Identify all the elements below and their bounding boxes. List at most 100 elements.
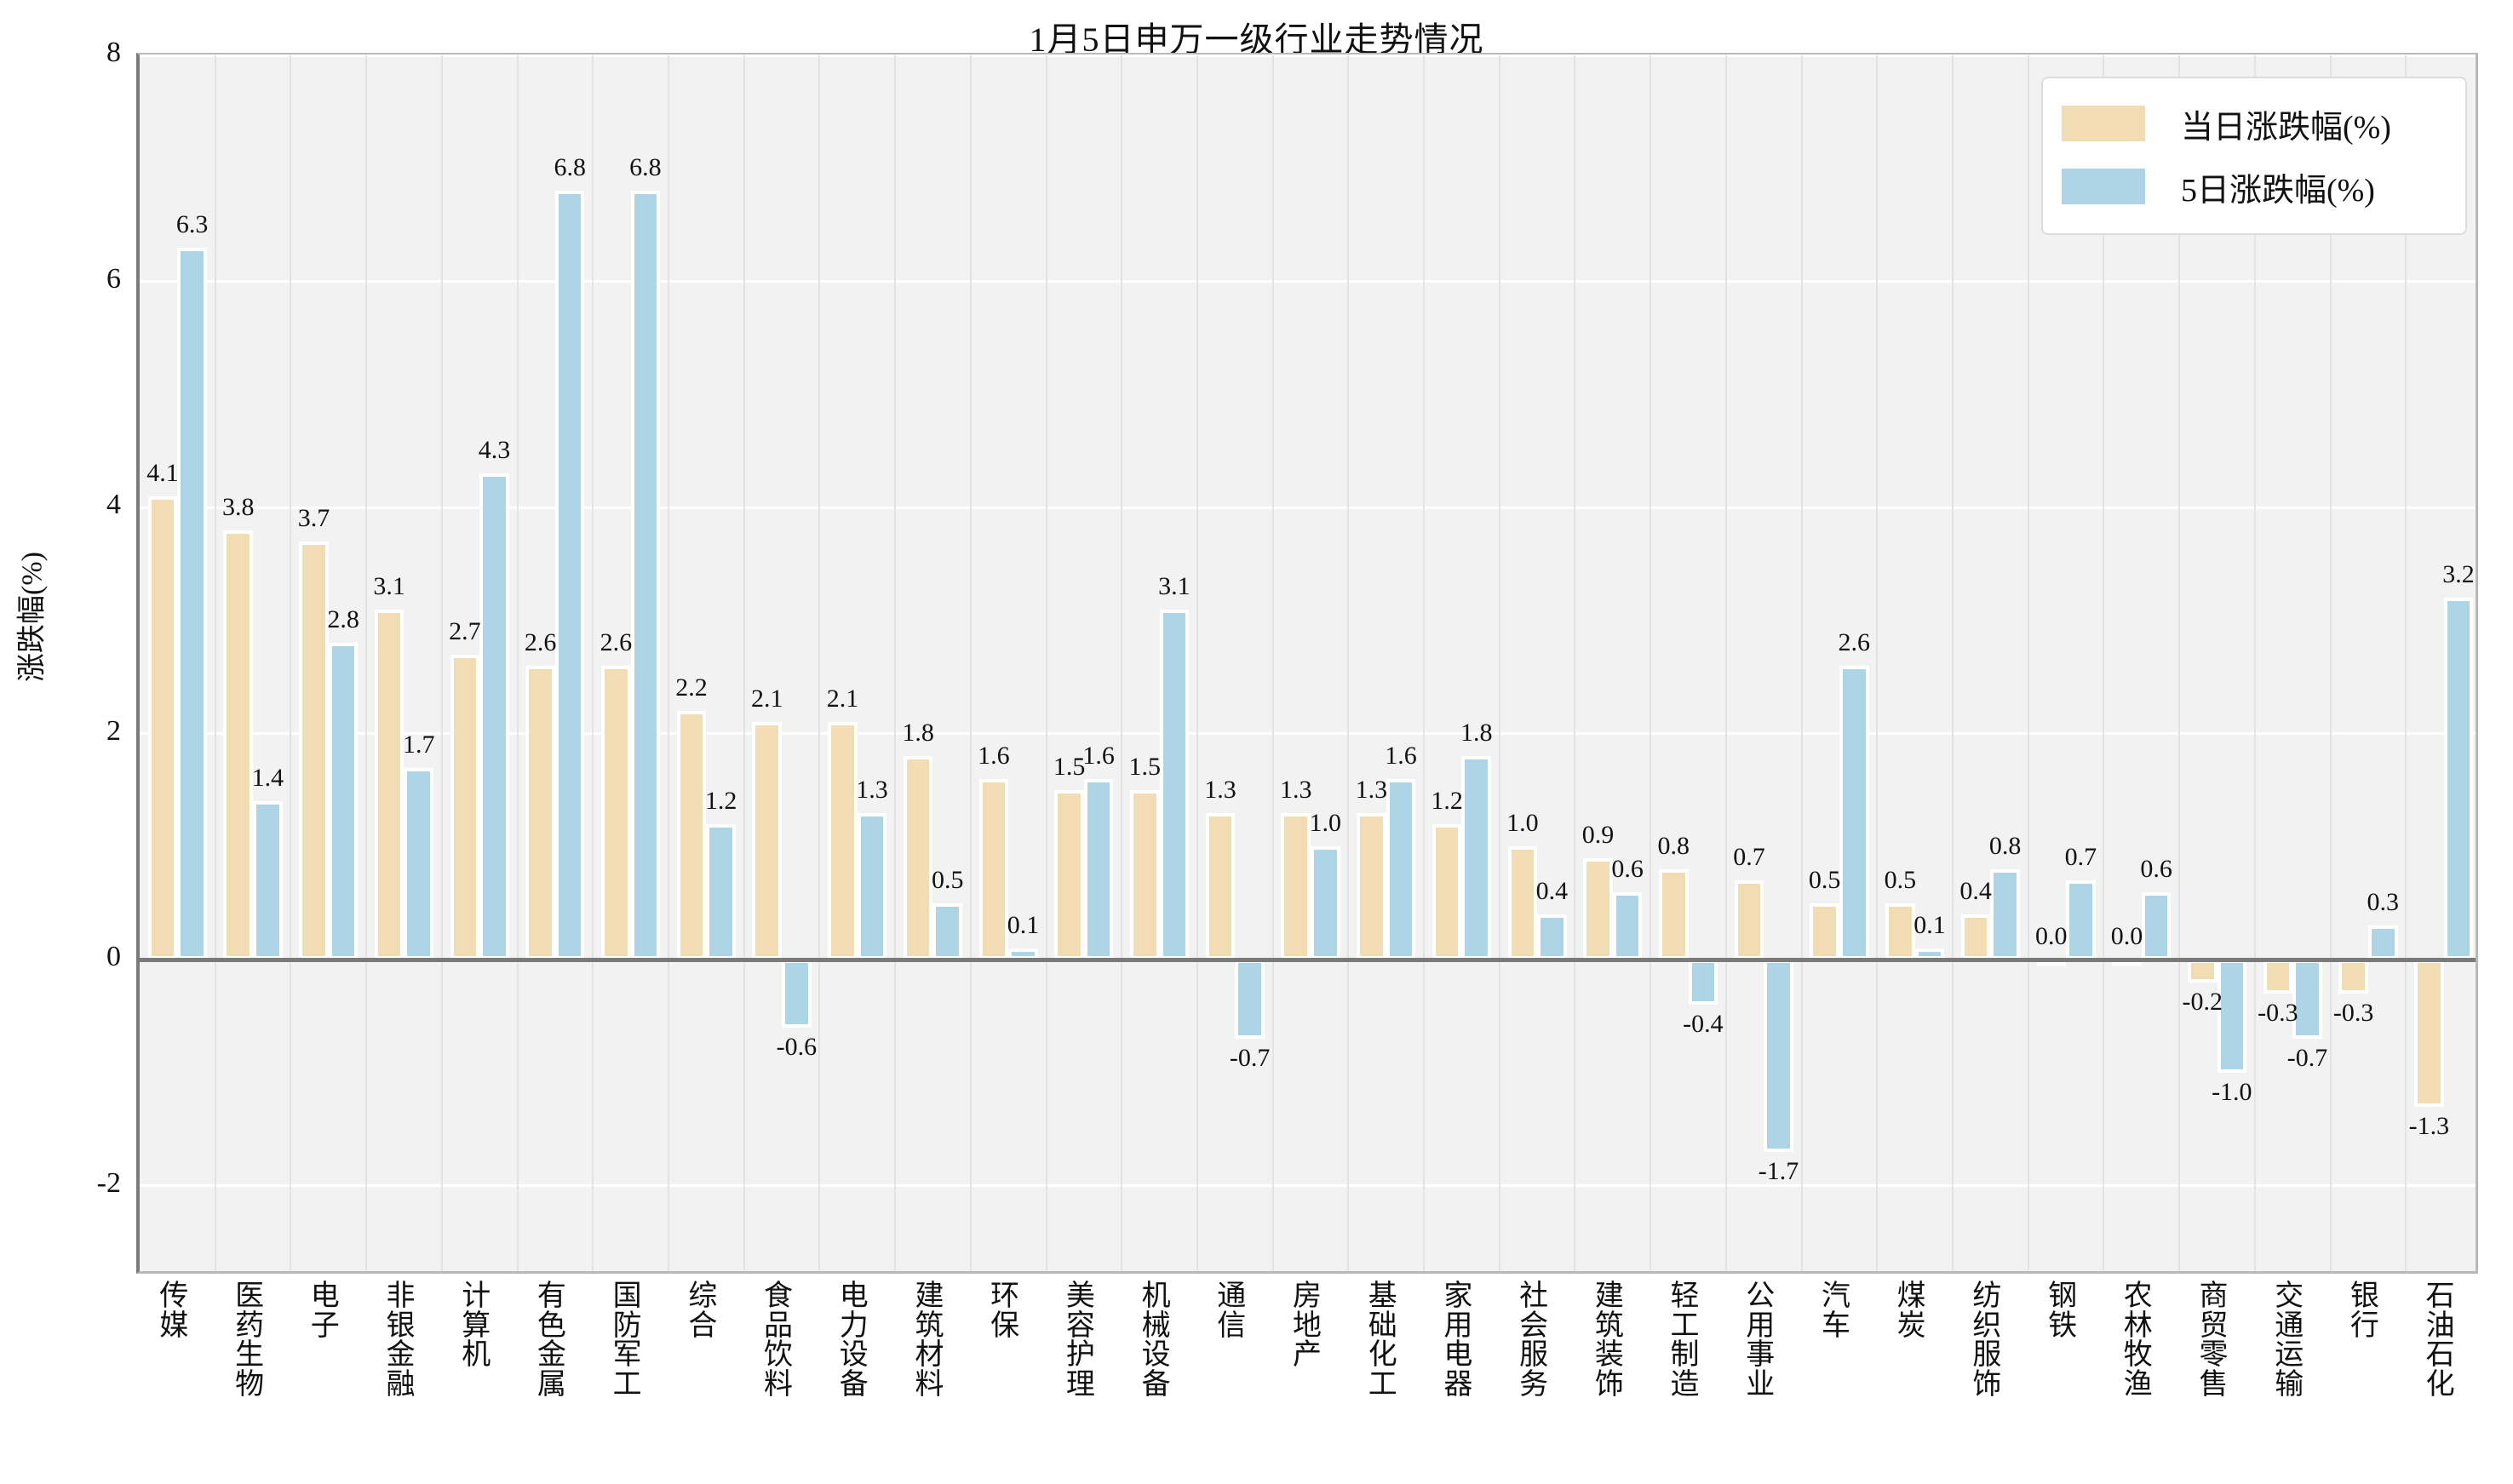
bar-value-label: 0.7: [1733, 843, 1765, 872]
bar[interactable]: [1583, 857, 1613, 960]
bar-value-label: 0.8: [1657, 832, 1690, 860]
bar[interactable]: [2141, 891, 2172, 960]
vertical-gridline: [290, 55, 292, 1271]
bar-value-label: 4.1: [146, 458, 179, 487]
horizontal-gridline: [140, 280, 2476, 284]
bar-value-label: 0.7: [2064, 843, 2097, 872]
bar-value-label: 2.1: [826, 685, 859, 713]
bar[interactable]: [2292, 960, 2322, 1040]
bar[interactable]: [2187, 960, 2218, 983]
x-tick-label: 建筑材料: [915, 1281, 944, 1401]
vertical-gridline: [2329, 55, 2332, 1271]
bar[interactable]: [147, 496, 178, 960]
bar[interactable]: [1311, 846, 1340, 960]
vertical-gridline: [1574, 55, 1576, 1271]
bar[interactable]: [1734, 880, 1764, 960]
bar[interactable]: [177, 247, 207, 960]
bar[interactable]: [1205, 812, 1236, 960]
bar[interactable]: [1386, 778, 1416, 960]
bar[interactable]: [903, 756, 933, 960]
bar[interactable]: [932, 902, 963, 960]
x-tick-label: 通信: [1217, 1281, 1247, 1342]
bar-value-label: 1.3: [1279, 775, 1312, 804]
vertical-gridline: [1347, 55, 1350, 1271]
vertical-gridline: [592, 55, 594, 1271]
bar[interactable]: [978, 778, 1009, 960]
bar[interactable]: [1461, 756, 1491, 960]
bar[interactable]: [299, 541, 329, 960]
x-tick-label: 社会服务: [1519, 1281, 1549, 1401]
chart-legend: 当日涨跌幅(%) 5日涨跌幅(%): [2041, 77, 2467, 235]
bar-value-label: 1.8: [1460, 719, 1493, 748]
bar-value-label: 2.6: [600, 628, 633, 656]
bar-value-label: 3.8: [222, 492, 255, 521]
legend-item[interactable]: 当日涨跌幅(%): [2062, 92, 2447, 155]
y-tick-label: 8: [106, 37, 121, 68]
bar[interactable]: [706, 823, 736, 960]
vertical-gridline: [1498, 55, 1500, 1271]
bar-value-label: 1.7: [403, 730, 435, 759]
bar[interactable]: [601, 666, 631, 960]
bar[interactable]: [253, 801, 283, 960]
bar[interactable]: [2263, 960, 2293, 994]
bar[interactable]: [2367, 925, 2398, 960]
bar[interactable]: [1612, 891, 1643, 960]
bar[interactable]: [1537, 914, 1567, 960]
bar-value-label: 1.6: [978, 741, 1010, 770]
bar[interactable]: [2338, 960, 2368, 994]
bar[interactable]: [1054, 790, 1084, 960]
bar[interactable]: [676, 711, 707, 960]
x-tick-label: 食品饮料: [764, 1281, 794, 1401]
bar[interactable]: [1990, 869, 2020, 960]
bar[interactable]: [630, 191, 661, 960]
bar-value-label: 3.7: [297, 503, 330, 532]
bar[interactable]: [2217, 960, 2247, 1073]
bar-value-label: 3.2: [2442, 560, 2475, 589]
bar[interactable]: [1960, 914, 1991, 960]
bar[interactable]: [2066, 880, 2096, 960]
bar[interactable]: [1357, 812, 1386, 960]
plot-area: 4.1 3.8 3.7 3.1 2.7 2.6 2.6 2.2 2.1 2.1 1.8 1.6 1.5 1…: [136, 53, 2478, 1274]
bar[interactable]: [1281, 812, 1311, 960]
bar[interactable]: [1688, 960, 1718, 1006]
bar[interactable]: [223, 530, 254, 960]
bar-value-label: 2.1: [750, 685, 783, 713]
bar-value-label: 1.3: [1355, 775, 1388, 804]
bar[interactable]: [1235, 960, 1265, 1040]
bar[interactable]: [1129, 790, 1160, 960]
bar[interactable]: [857, 812, 887, 960]
bar[interactable]: [752, 722, 783, 960]
bar-value-label: 1.4: [251, 764, 284, 793]
bar-value-label: 1.2: [704, 786, 737, 815]
bar[interactable]: [525, 666, 555, 960]
legend-item[interactable]: 5日涨跌幅(%): [2062, 155, 2447, 218]
bar[interactable]: [554, 191, 585, 960]
bar[interactable]: [1764, 960, 1793, 1152]
bar[interactable]: [1839, 666, 1869, 960]
bar[interactable]: [374, 609, 404, 960]
bar[interactable]: [450, 654, 480, 960]
bar[interactable]: [1083, 778, 1114, 960]
bar[interactable]: [782, 960, 812, 1028]
vertical-gridline: [1800, 55, 1803, 1271]
vertical-gridline: [818, 55, 821, 1271]
bar[interactable]: [1810, 902, 1839, 960]
bar[interactable]: [1658, 869, 1689, 960]
bar[interactable]: [1885, 902, 1915, 960]
bar-value-label: 1.8: [902, 719, 934, 748]
bar-value-label: 0.1: [1007, 910, 1040, 939]
bar-value-label: 1.3: [856, 775, 888, 804]
bar[interactable]: [1431, 823, 1462, 960]
bar-value-label: 3.1: [373, 571, 405, 600]
x-tick-label: 传媒: [159, 1281, 189, 1342]
x-tick-label: 家用电器: [1443, 1281, 1473, 1401]
bar[interactable]: [828, 722, 858, 960]
bar[interactable]: [2414, 960, 2444, 1107]
bar[interactable]: [1159, 609, 1190, 960]
bar[interactable]: [404, 767, 434, 960]
bar[interactable]: [2443, 598, 2474, 960]
bar[interactable]: [479, 473, 509, 960]
bar[interactable]: [1507, 846, 1538, 960]
bar[interactable]: [328, 643, 359, 960]
